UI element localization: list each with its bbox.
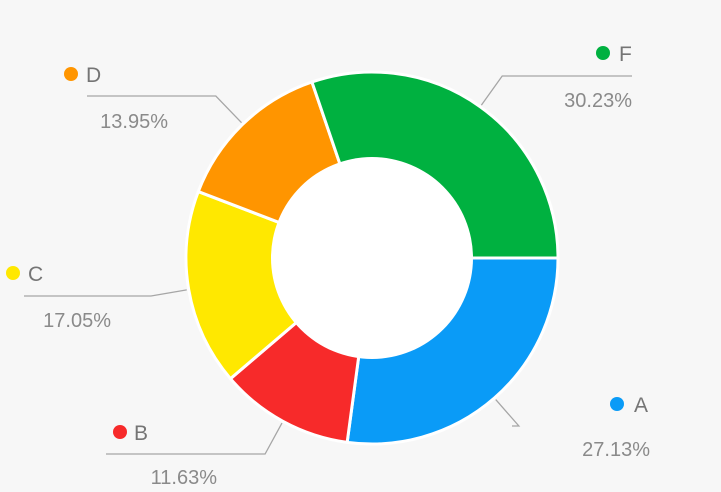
category-label-c: C	[28, 263, 43, 286]
category-label-f: F	[619, 43, 632, 66]
callouts-group: A 27.13% B 11.63% C 17.05% D 13.95% F 30.23%	[6, 43, 650, 489]
slices-group	[184, 70, 560, 446]
legend-dot-f	[596, 46, 610, 60]
category-label-a: A	[634, 394, 648, 417]
category-label-d: D	[86, 64, 101, 87]
percent-label-d: 13.95%	[100, 111, 168, 133]
leader-line-d	[87, 95, 242, 124]
percent-label-b: 11.63%	[151, 467, 218, 487]
leader-line-f	[480, 75, 632, 106]
percent-label-c: 17.05%	[43, 310, 111, 332]
legend-dot-c	[6, 266, 20, 280]
legend-dot-b	[113, 425, 127, 439]
category-label-b: B	[134, 422, 148, 445]
leader-line-c	[24, 289, 187, 297]
leader-line-a	[495, 399, 521, 427]
donut-hole	[271, 157, 473, 359]
leader-line-b	[106, 422, 283, 455]
percent-label-f: 30.23%	[564, 90, 632, 112]
legend-dot-d	[64, 67, 78, 81]
legend-dot-a	[610, 397, 624, 411]
percent-label-a: 27.13%	[582, 439, 650, 461]
